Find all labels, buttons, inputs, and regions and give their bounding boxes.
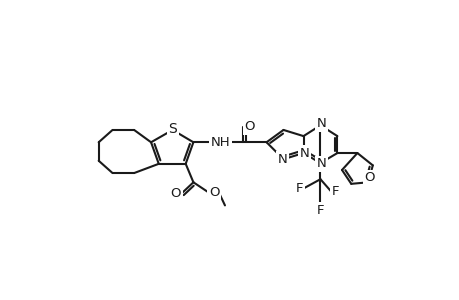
Text: O: O [170,187,180,200]
Text: O: O [364,171,374,184]
Text: O: O [244,120,254,134]
Text: F: F [330,185,338,198]
Text: N: N [277,153,287,166]
Text: O: O [208,186,219,199]
Text: S: S [168,122,177,136]
Text: NH: NH [210,136,230,149]
Text: N: N [316,117,325,130]
Text: N: N [299,146,308,160]
Text: F: F [316,203,324,217]
Text: N: N [316,157,325,170]
Text: F: F [295,182,303,195]
